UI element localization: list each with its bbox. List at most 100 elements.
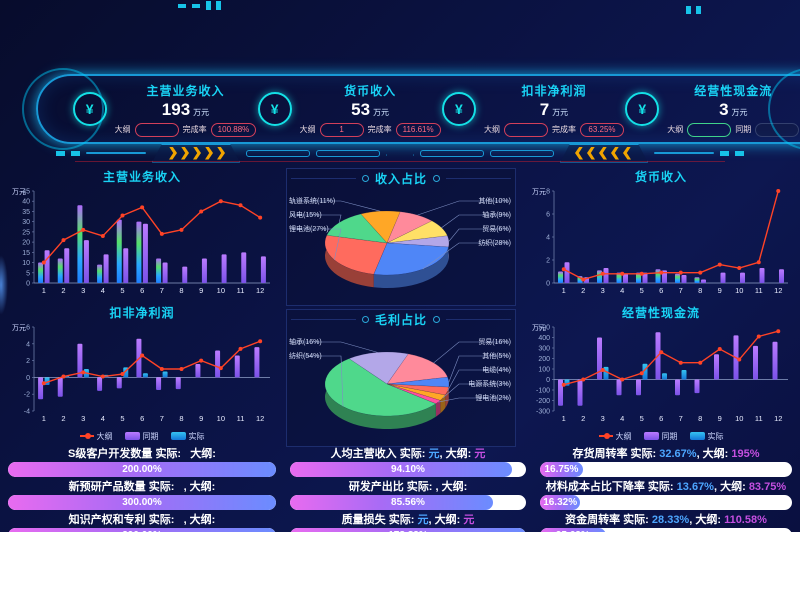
kpi-pill-label: 大纲: [114, 125, 131, 134]
progress-bar: 16.32%: [540, 495, 792, 510]
panel-income-share: 收入占比 轨道系统(11%) 风电(15%) 锂电池(27%) 其他(10%) 轴承(9…: [286, 168, 516, 306]
svg-text:4: 4: [620, 286, 624, 295]
legend-item[interactable]: 实际: [689, 431, 724, 442]
pie-label: 其他(10%): [478, 196, 511, 205]
legend-item[interactable]: 大纲: [598, 431, 632, 442]
svg-text:0: 0: [546, 377, 550, 384]
kpi-pill-value: 100.88%: [210, 122, 257, 137]
kpi-net-profit: ¥ 扣非净利润 7 万元 大纲 完成率 63.25%: [441, 82, 624, 137]
kpi-pill-value: 63.25%: [579, 122, 624, 137]
progress-bar: 200.00%: [8, 462, 276, 477]
svg-text:5: 5: [120, 414, 124, 423]
progress-bar: 94.10%: [290, 462, 526, 477]
pie-label: 纺织(28%): [478, 238, 511, 247]
svg-text:3: 3: [81, 286, 85, 295]
svg-text:6: 6: [546, 212, 550, 219]
svg-text:4: 4: [26, 341, 30, 348]
kpi-pill-label: 完成率: [551, 125, 576, 134]
svg-text:2: 2: [26, 358, 30, 365]
pie-label: 电缆(4%): [482, 365, 511, 374]
barline-plot: 万元 -300 -200 -100 0 100 200 300 400 500 1 2 3 4 5 6 7 8 9 1…: [528, 320, 794, 443]
kpi-pill-label: 大纲: [483, 125, 500, 134]
progress-row: 资金周转率 实际: 28.33%, 大纲: 110.58% 25.62%: [540, 513, 792, 532]
svg-text:12: 12: [256, 286, 264, 295]
chart-legend: 大纲 同期 实际: [528, 429, 794, 443]
svg-text:0: 0: [546, 281, 550, 288]
svg-text:6: 6: [26, 325, 30, 332]
svg-text:5: 5: [120, 286, 124, 295]
top-deco-square: [206, 1, 211, 10]
svg-text:2: 2: [546, 258, 550, 265]
kpi-title: 货币收入: [344, 83, 397, 98]
legend-item[interactable]: 同期: [643, 431, 678, 442]
svg-text:30: 30: [22, 219, 30, 226]
kpi-pill-value: [503, 122, 548, 137]
chart-main-revenue: 主营业务收入 万元 0 5 10 15 20 25 30 35 40 45 1 2 3 4 5 6 7 8 9 10 11…: [8, 168, 276, 301]
svg-text:3: 3: [601, 414, 605, 423]
kpi-pill-label: 完成率: [367, 125, 392, 134]
legend-item[interactable]: 同期: [124, 431, 159, 442]
svg-text:7: 7: [160, 414, 164, 423]
dot-icon: [362, 174, 369, 182]
progress-bar: 85.56%: [290, 495, 526, 510]
progress-row: 人均主营收入 实际: 元, 大纲: 元 94.10%: [290, 447, 526, 477]
svg-text:8: 8: [698, 286, 702, 295]
svg-text:4: 4: [620, 414, 624, 423]
progress-row: 材料成本占比下降率 实际: 13.67%, 大纲: 83.75% 16.32%: [540, 480, 792, 510]
progress-row: S级客户开发数量 实际: 大纲: 200.00%: [8, 447, 276, 477]
yuan-icon: ¥: [257, 92, 292, 126]
chevrons-left-icon: [560, 144, 648, 163]
svg-text:2: 2: [61, 286, 65, 295]
yuan-icon: ¥: [441, 92, 476, 126]
kpi-currency-income: ¥ 货币收入 53 万元 大纲 1 完成率 116.61%: [257, 82, 441, 137]
svg-text:6: 6: [140, 414, 144, 423]
pie-label: 锂电池(27%): [289, 224, 329, 233]
top-deco-square: [192, 4, 200, 8]
svg-text:8: 8: [179, 286, 183, 295]
svg-text:9: 9: [718, 414, 722, 423]
barline-plot: 万元 -4 -2 0 2 4 6 1 2 3 4 5 6 7 8 9 10 11 12 大纲 同期 实际: [8, 320, 276, 443]
chart-operating-cashflow: 经营性现金流 万元 -300 -200 -100 0 100 200 300 400 500 1 2 3…: [528, 304, 794, 443]
svg-text:4: 4: [546, 235, 550, 242]
svg-text:100: 100: [538, 367, 550, 374]
svg-text:万元: 万元: [12, 324, 26, 332]
svg-text:2: 2: [581, 286, 585, 295]
pie-label: 纺织(54%): [289, 351, 322, 360]
svg-text:8: 8: [546, 189, 550, 196]
kpi-value: 3 万元: [719, 99, 748, 119]
svg-text:-100: -100: [536, 388, 550, 395]
svg-text:3: 3: [601, 286, 605, 295]
pie-label: 贸易(16%): [478, 337, 511, 346]
kpi-value: 193 万元: [161, 99, 210, 119]
legend-item[interactable]: 实际: [170, 431, 205, 442]
svg-text:6: 6: [659, 286, 663, 295]
svg-text:1: 1: [42, 414, 46, 423]
svg-text:万元: 万元: [12, 188, 26, 196]
progress-row: 质量损失 实际: 元, 大纲: 元 178.83%: [290, 513, 526, 532]
pie-label: 电源系统(3%): [468, 379, 511, 388]
progress-bar: 178.83%: [290, 528, 526, 532]
svg-text:10: 10: [217, 414, 225, 423]
progress-col-right: 存货周转率 实际: 32.67%, 大纲: 195% 16.75% 材料成本占比…: [540, 447, 792, 532]
svg-text:10: 10: [217, 286, 225, 295]
svg-text:35: 35: [22, 209, 30, 216]
progress-row: 存货周转率 实际: 32.67%, 大纲: 195% 16.75%: [540, 447, 792, 477]
svg-text:400: 400: [538, 335, 550, 342]
legend-item[interactable]: 大纲: [79, 431, 113, 442]
svg-text:万元: 万元: [532, 324, 546, 332]
progress-bar: 16.75%: [540, 462, 792, 477]
svg-text:7: 7: [160, 286, 164, 295]
progress-row: 知识产权和专利 实际: , 大纲: 290.00%: [8, 513, 276, 532]
svg-text:4: 4: [101, 414, 105, 423]
chevrons-right-icon: [152, 144, 240, 163]
svg-text:10: 10: [735, 286, 743, 295]
chart-net-profit: 扣非净利润 万元 -4 -2 0 2 4 6 1 2 3 4 5 6 7 8 9 10 11 12 大纲 同期 实际: [8, 304, 276, 443]
progress-section: S级客户开发数量 实际: 大纲: 200.00% 新预研产品数量 实际: , 大…: [8, 447, 792, 532]
svg-text:5: 5: [26, 270, 30, 277]
top-deco-square: [696, 6, 701, 14]
yuan-icon: ¥: [625, 92, 660, 126]
barline-plot: 万元 0 2 4 6 8 1 2 3 4 5 6 7 8 9 10 11 12: [528, 184, 794, 301]
kpi-value: 7 万元: [539, 99, 569, 119]
svg-text:3: 3: [81, 414, 85, 423]
top-deco-square: [686, 6, 691, 14]
